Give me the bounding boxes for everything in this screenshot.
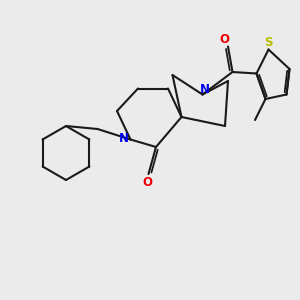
Text: N: N — [119, 131, 129, 145]
Text: S: S — [264, 35, 273, 49]
Text: N: N — [200, 82, 210, 96]
Text: O: O — [142, 176, 152, 189]
Text: O: O — [219, 33, 230, 46]
